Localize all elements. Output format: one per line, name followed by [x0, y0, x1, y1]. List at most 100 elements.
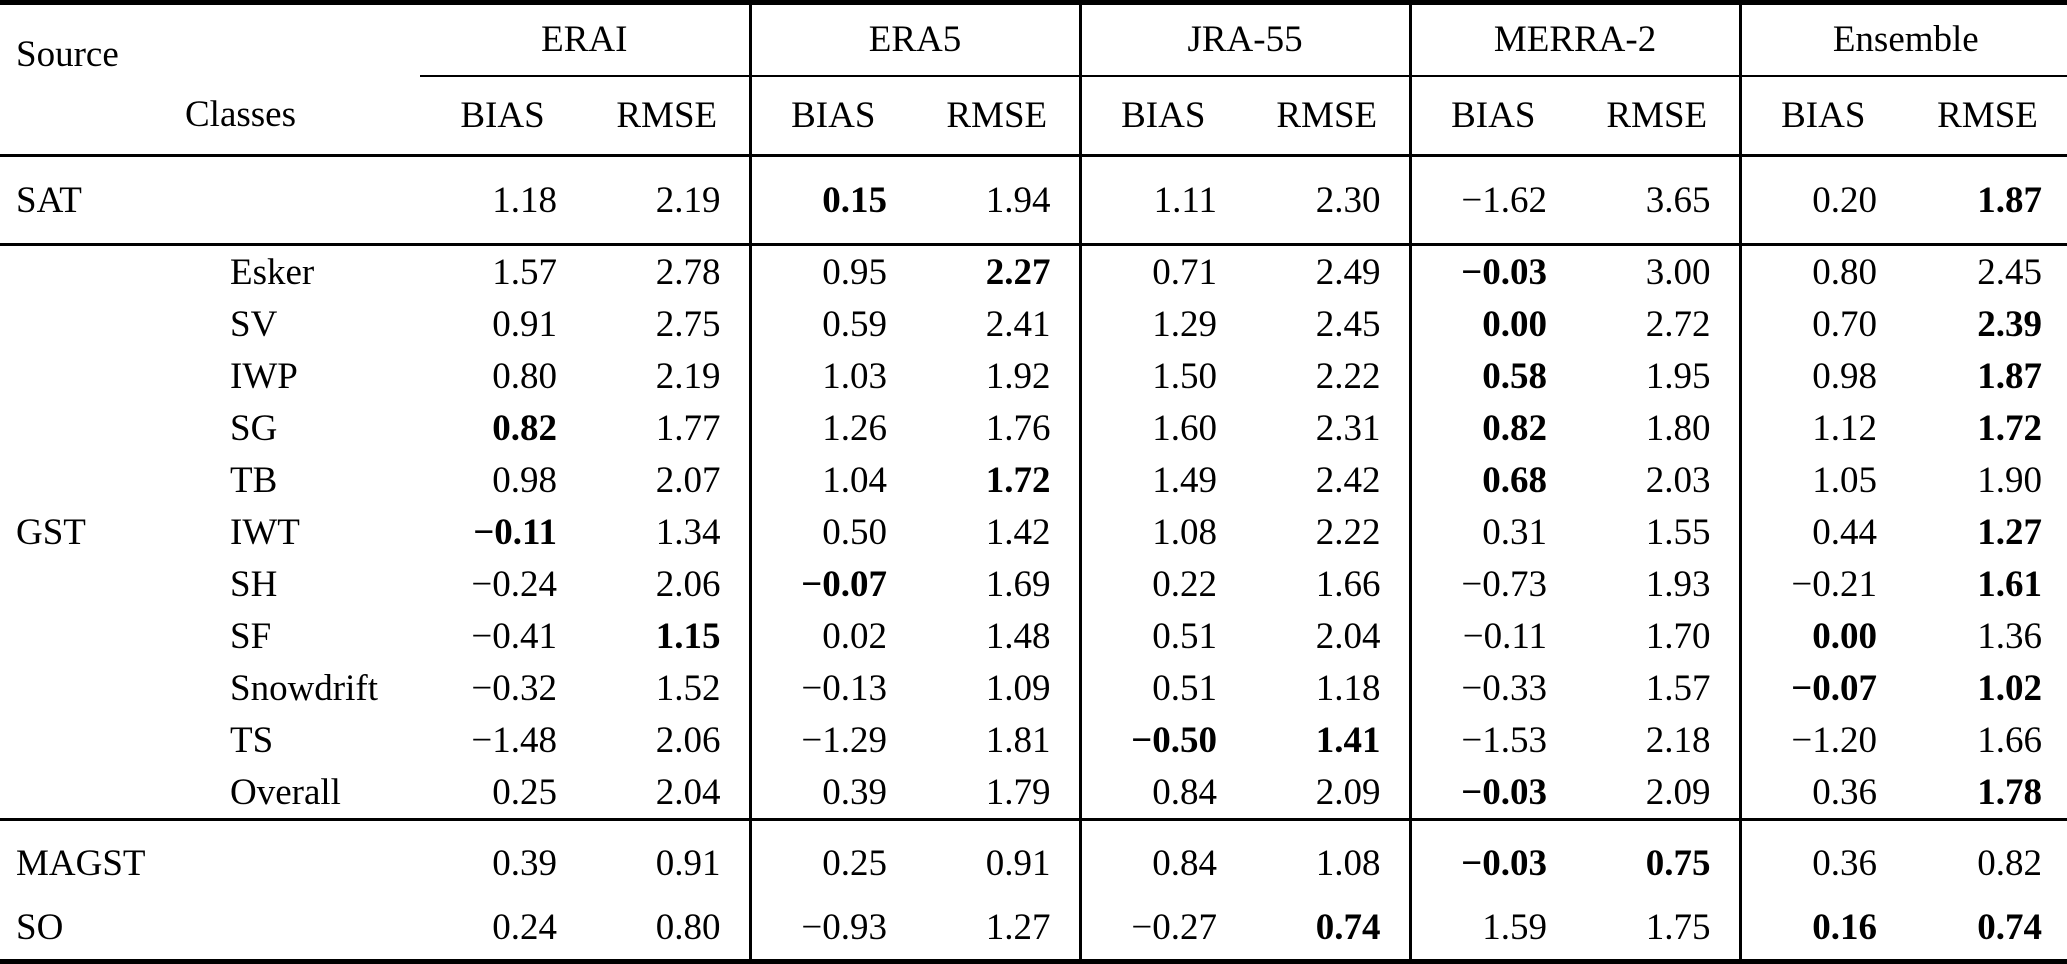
value-cell: −1.62	[1408, 155, 1576, 246]
value-cell: 0.68	[1408, 454, 1576, 506]
value-cell: 1.90	[1977, 459, 2043, 501]
value-cell: 1.75	[1645, 906, 1711, 948]
table-row: TS −1.48 2.06 −1.29 1.81 −0.50 1.41 −1.53 2.18 −1…	[0, 714, 2067, 766]
value-cell: 2.18	[1645, 719, 1711, 761]
value-cell: 1.76	[985, 407, 1051, 449]
value-cell: 2.09	[1245, 766, 1411, 821]
value-cell: 2.22	[1315, 355, 1381, 397]
value-cell: 2.72	[1645, 303, 1711, 345]
value-cell: 1.41	[1315, 719, 1381, 761]
class-cell	[185, 820, 420, 896]
class-cell: IWP	[230, 355, 298, 397]
value-cell: 1.11	[1078, 155, 1246, 246]
value-cell: 2.06	[655, 563, 721, 605]
value-cell: −0.03	[1408, 766, 1576, 821]
table-row: SV 0.91 2.75 0.59 2.41 1.29 2.45 0.00 2.72 0.70 2.…	[0, 298, 2067, 350]
value-cell: 1.26	[748, 402, 916, 454]
value-cell: 1.36	[1977, 615, 2043, 657]
table-row: Overall 0.25 2.04 0.39 1.79 0.84 2.09 −0.03 2.09…	[0, 766, 2067, 821]
subheader-row: Classes BIAS RMSE BIAS RMSE BIAS RMSE BI…	[0, 75, 2067, 157]
group-header-jra55: JRA-55	[1078, 2, 1411, 77]
subheader-rmse: RMSE	[1905, 75, 2067, 157]
value-cell: 2.19	[585, 155, 751, 246]
source-column-header: Source	[0, 2, 185, 157]
value-cell: 2.19	[655, 355, 721, 397]
source-cell: SAT	[0, 155, 185, 246]
subheader-rmse: RMSE	[1245, 75, 1411, 157]
value-cell: 2.45	[1315, 303, 1381, 345]
value-cell: 0.15	[748, 155, 916, 246]
value-cell: 0.82	[492, 407, 557, 449]
value-cell: 1.87	[1905, 155, 2067, 246]
value-cell: 1.81	[985, 719, 1051, 761]
class-cell	[185, 895, 420, 962]
subheader-rmse: RMSE	[585, 75, 751, 157]
value-cell: 0.36	[1738, 766, 1906, 821]
subheader-bias: BIAS	[420, 75, 585, 157]
value-cell: 0.98	[492, 459, 557, 501]
value-cell: 1.78	[1905, 766, 2067, 821]
value-cell: 0.00	[1408, 298, 1576, 350]
value-cell: 0.00	[1738, 610, 1906, 662]
table-row: SF −0.41 1.15 0.02 1.48 0.51 2.04 −0.11 1.70 0.00…	[0, 610, 2067, 662]
subheader-bias: BIAS	[1408, 75, 1576, 157]
value-cell: 1.08	[1315, 842, 1381, 884]
value-cell: −0.07	[748, 558, 916, 610]
value-cell: 0.84	[1078, 766, 1246, 821]
group-header-ensemble: Ensemble	[1738, 2, 2067, 77]
value-cell: 2.03	[1645, 459, 1711, 501]
value-cell: 1.27	[985, 906, 1051, 948]
value-cell: 0.59	[748, 298, 916, 350]
value-cell: 0.16	[1738, 895, 1906, 962]
value-cell: 0.36	[1738, 819, 1906, 895]
value-cell: 2.04	[585, 766, 751, 821]
value-cell: −0.93	[748, 895, 916, 962]
table-body: SAT 1.18 2.19 0.15 1.94 1.11 2.30 −1.62 3.65 0.20…	[0, 155, 2067, 962]
value-cell: 0.51	[1078, 610, 1246, 662]
group-header-erai: ERAI	[420, 2, 751, 77]
value-cell: 0.31	[1408, 506, 1576, 558]
value-cell: −1.29	[748, 714, 916, 766]
class-cell: Esker	[230, 251, 315, 293]
value-cell: 1.34	[655, 511, 721, 553]
value-cell: 1.66	[1977, 719, 2043, 761]
value-cell: 1.72	[985, 459, 1051, 501]
value-cell: 0.91	[985, 842, 1051, 884]
value-cell: 2.75	[655, 303, 721, 345]
value-cell: 0.82	[1977, 842, 2043, 884]
value-cell: 1.95	[1645, 355, 1711, 397]
class-cell: SF	[230, 615, 272, 657]
value-cell: 2.31	[1315, 407, 1381, 449]
value-cell: −0.27	[1078, 895, 1246, 962]
subheader-rmse: RMSE	[915, 75, 1081, 157]
value-cell: 0.24	[492, 906, 557, 948]
value-cell: 1.12	[1738, 402, 1906, 454]
value-cell: 1.18	[1315, 667, 1381, 709]
value-cell: 1.69	[985, 563, 1051, 605]
value-cell: −1.53	[1408, 714, 1576, 766]
value-cell: 0.70	[1738, 298, 1906, 350]
value-cell: 1.55	[1645, 511, 1711, 553]
table-row: SO 0.24 0.80 −0.93 1.27 −0.27 0.74 1.59 1.75 0.16…	[0, 895, 2067, 962]
value-cell: 1.60	[1078, 402, 1246, 454]
table-row: IWT −0.11 1.34 0.50 1.42 1.08 2.22 0.31 1.55 0.44…	[0, 506, 2067, 558]
value-cell: 1.93	[1645, 563, 1711, 605]
value-cell: 2.30	[1245, 155, 1411, 246]
value-cell: 0.80	[1738, 244, 1906, 298]
value-cell: 2.22	[1315, 511, 1381, 553]
value-cell: 1.27	[1977, 511, 2043, 553]
class-cell: SG	[230, 407, 278, 449]
value-cell: 2.41	[985, 303, 1051, 345]
subheader-bias: BIAS	[748, 75, 916, 157]
value-cell: 0.82	[1408, 402, 1576, 454]
table-row: IWP 0.80 2.19 1.03 1.92 1.50 2.22 0.58 1.95 0.98 1…	[0, 350, 2067, 402]
value-cell: 2.42	[1315, 459, 1381, 501]
value-cell: 0.84	[1078, 819, 1246, 895]
value-cell: −0.73	[1408, 558, 1576, 610]
subheader-rmse: RMSE	[1575, 75, 1741, 157]
class-cell: TB	[230, 459, 278, 501]
value-cell: 1.79	[915, 766, 1081, 821]
value-cell: 1.05	[1738, 454, 1906, 506]
value-cell: 3.00	[1645, 251, 1711, 293]
